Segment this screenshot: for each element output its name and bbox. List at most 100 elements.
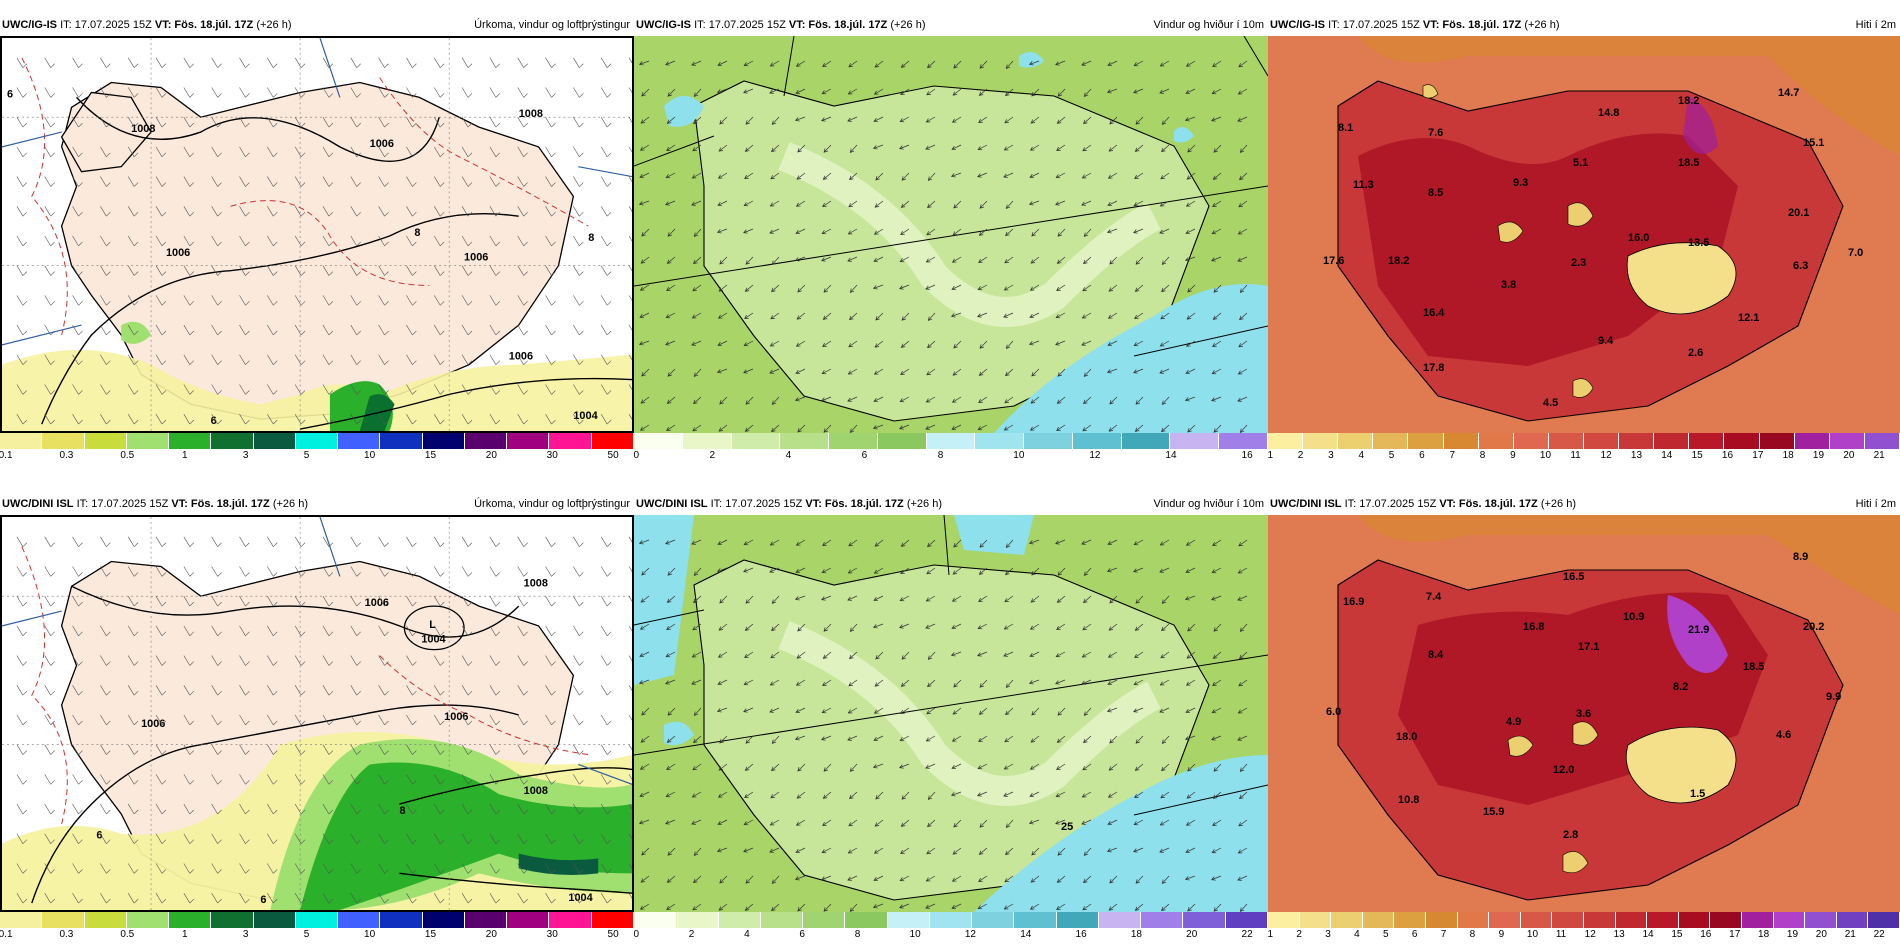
wind-arrow (769, 679, 780, 686)
wind-arrow (716, 88, 728, 94)
colorbar-tick: 5 (303, 929, 310, 940)
wind-barb (433, 87, 445, 98)
colorbar-swatch (1654, 433, 1690, 449)
wind-arrow (719, 396, 728, 405)
wind-arrow (1134, 172, 1144, 180)
model-name: UWC/DINI ISL (2, 498, 74, 510)
wind-barb (294, 744, 306, 755)
wind-arrow (1108, 144, 1118, 152)
wind-arrow (847, 735, 858, 741)
wind-barb (183, 414, 194, 425)
wind-barb (16, 625, 28, 637)
wind-barb (322, 146, 334, 158)
wind-barb (72, 655, 83, 666)
wind-arrow (1239, 312, 1248, 321)
wind-barb (517, 87, 528, 98)
temp-label: 18.2 (1388, 255, 1409, 267)
wind-arrow (665, 312, 676, 319)
wind-arrow (1056, 284, 1066, 292)
wind-arrow (874, 340, 884, 348)
wind-arrow (1083, 567, 1092, 576)
wind-arrow (1106, 567, 1118, 573)
wind-barb (628, 625, 632, 632)
colorbar-tick: 15 (424, 450, 437, 461)
wind-arrow (1055, 819, 1066, 825)
wind-arrow (927, 679, 936, 688)
wind-barb (628, 206, 632, 212)
wind-arrow (1185, 340, 1196, 347)
colorbar-swatch (1805, 912, 1837, 928)
wind-arrow (719, 256, 728, 265)
colorbar-swatch (1478, 433, 1514, 449)
wind-barb (127, 354, 139, 365)
wind-arrow (795, 340, 806, 347)
wind-arrow (978, 567, 988, 575)
wind-arrow (1213, 903, 1222, 912)
wind-barb (72, 625, 83, 637)
wind-barb (294, 206, 306, 217)
wind-barb (378, 863, 389, 874)
wind-barb (489, 295, 501, 306)
wind-arrow (951, 144, 962, 150)
wind-arrow (716, 228, 728, 234)
wind-arrow (822, 172, 832, 180)
wind-barb (100, 893, 111, 904)
wind-arrow (693, 875, 702, 884)
wind-barb (517, 685, 528, 696)
wind-arrow (1237, 707, 1248, 714)
colorbar-tick: 21 (1873, 450, 1885, 461)
wind-barb (600, 265, 612, 276)
wind-barb (378, 655, 389, 666)
wind-arrow (1135, 595, 1144, 604)
wind-arrow (1134, 623, 1144, 631)
wind-arrow (849, 284, 858, 293)
wind-barb (267, 833, 278, 844)
wind-barb (573, 714, 584, 726)
wind-arrow (1161, 763, 1170, 772)
wind-arrow (795, 819, 806, 826)
wind-barb (239, 833, 250, 844)
wind-arrow (1184, 116, 1196, 122)
wind-barb (211, 893, 222, 904)
temp-label: 18.2 (1678, 95, 1699, 107)
wind-arrow (927, 60, 936, 69)
temp-label: 6.0 (1326, 706, 1341, 718)
wind-arrow (1238, 60, 1248, 68)
wind-arrow (1081, 60, 1092, 66)
colorbar-swatch (1373, 433, 1409, 449)
wind-arrow (796, 172, 806, 180)
colorbar-swatch (845, 912, 888, 928)
wind-arrow (1134, 763, 1144, 771)
wind-barb (183, 324, 194, 336)
colorbar-tick: 8 (854, 929, 861, 940)
wind-arrow (952, 707, 962, 715)
colorbar-tick: 12 (1089, 450, 1101, 461)
wind-barb (267, 566, 278, 577)
wind-arrow (745, 116, 754, 125)
wind-barb (600, 803, 612, 815)
wind-arrow (847, 228, 858, 235)
wind-arrow (847, 567, 858, 574)
colorbar-tick: 9 (1510, 450, 1516, 461)
wind-arrow (769, 340, 780, 347)
wind-arrow (925, 903, 936, 909)
model-name: UWC/IG-IS (636, 19, 691, 31)
colorbar-tick: 6 (1419, 450, 1425, 461)
wind-barb (127, 146, 139, 158)
wind-barb (239, 655, 250, 666)
wind-arrow (1106, 88, 1118, 94)
wind-barb (322, 354, 334, 365)
colorbar-swatch (1619, 433, 1655, 449)
colorbar-tick: 0.1 (0, 450, 13, 461)
colorbar-swatch (1072, 433, 1122, 449)
wind-arrow (1029, 284, 1040, 291)
wind-arrow (1109, 875, 1118, 884)
wind-arrow (744, 284, 754, 292)
wind-barb (406, 354, 417, 365)
wind-barb (211, 655, 222, 666)
wind-barb (44, 206, 55, 217)
wind-barb (239, 235, 250, 247)
wind-arrow (979, 340, 988, 349)
wind-arrow (1055, 539, 1066, 545)
colorbar-swatch (84, 433, 127, 449)
